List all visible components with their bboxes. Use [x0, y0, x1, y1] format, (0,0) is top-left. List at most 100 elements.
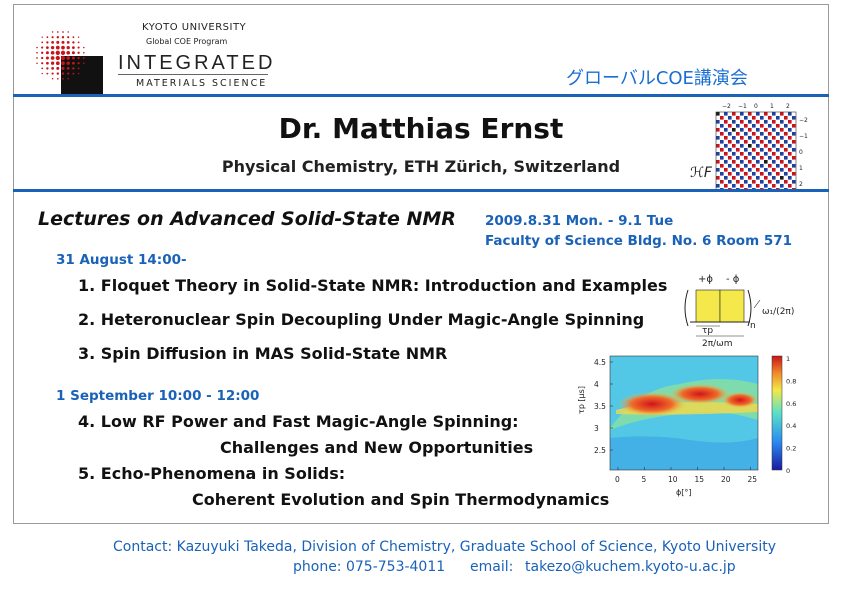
matrix-cell [756, 112, 760, 116]
matrix-cell [788, 148, 792, 152]
matrix-cell [792, 184, 796, 188]
matrix-cell [784, 112, 788, 116]
matrix-cell [756, 132, 760, 136]
logo-dot [67, 31, 69, 33]
logo-dot [51, 31, 54, 33]
matrix-cell [728, 128, 732, 132]
matrix-cell [728, 160, 732, 164]
matrix-cell [748, 124, 752, 128]
matrix-cell [772, 148, 776, 152]
matrix-cell [720, 160, 724, 164]
logo-dot [67, 72, 70, 75]
cbar-tick-label: 0.2 [786, 445, 796, 453]
matrix-cell [720, 156, 724, 160]
matrix-cell [776, 112, 780, 116]
matrix-cell [744, 168, 748, 172]
matrix-cell [780, 120, 784, 124]
y-tick-label: 4 [594, 380, 599, 389]
matrix-cell [752, 148, 756, 152]
matrix-cell [716, 148, 720, 152]
matrix-cell [740, 156, 744, 160]
matrix-cell [768, 132, 772, 136]
matrix-cell [744, 128, 748, 132]
matrix-cell [716, 172, 720, 176]
matrix-cell [728, 172, 732, 176]
matrix-cell [784, 168, 788, 172]
matrix-cell [748, 128, 752, 132]
matrix-cell [728, 152, 732, 156]
logo-line1: INTEGRATED [118, 52, 276, 74]
matrix-cell [740, 120, 744, 124]
matrix-cell [744, 140, 748, 144]
matrix-cell [772, 156, 776, 160]
logo-dot [50, 45, 55, 50]
matrix-cell [788, 152, 792, 156]
matrix-cell [740, 172, 744, 176]
contact-email[interactable]: takezo@kuchem.kyoto-u.ac.jp [525, 559, 736, 575]
matrix-cell [724, 156, 728, 160]
matrix-cell [752, 160, 756, 164]
matrix-cell [788, 124, 792, 128]
matrix-cell [764, 172, 768, 176]
matrix-cell [764, 136, 768, 140]
matrix-cell [772, 176, 776, 180]
logo-dot [41, 62, 44, 65]
spin-decoupling-heatmap: 4.5 4 3.5 3 2.5 0 5 10 15 20 25 1 0.8 0.6 0.4 0.2 0 τp… [577, 355, 796, 497]
matrix-cell [724, 124, 728, 128]
matrix-cell [784, 132, 788, 136]
matrix-cell [756, 168, 760, 172]
matrix-cell [792, 152, 796, 156]
matrix-cell [724, 160, 728, 164]
matrix-cell [788, 168, 792, 172]
matrix-cell [752, 136, 756, 140]
matrix-cell [780, 112, 784, 116]
matrix-cell [772, 136, 776, 140]
matrix-cell [716, 176, 720, 180]
logo-dot [51, 41, 54, 44]
logo-dot [41, 36, 43, 38]
matrix-cell [736, 152, 740, 156]
matrix-cell [788, 128, 792, 132]
logo-dot [66, 67, 70, 70]
matrix-cell [768, 116, 772, 120]
logo-dot [55, 55, 60, 61]
matrix-cell [784, 184, 788, 188]
matrix-cell [768, 172, 772, 176]
matrix-cell [740, 132, 744, 136]
matrix-cell [724, 176, 728, 180]
contact-line: Contact: Kazuyuki Takeda, Division of Ch… [113, 539, 777, 555]
logo-dot [41, 41, 44, 44]
logo-dot [62, 31, 64, 33]
matrix-col-label: 0 [754, 103, 758, 110]
matrix-cell [768, 144, 772, 148]
matrix-cell [724, 136, 728, 140]
matrix-cell [736, 164, 740, 168]
matrix-cell [720, 180, 724, 184]
matrix-cell [716, 112, 720, 116]
y-tick-label: 3.5 [594, 402, 606, 411]
matrix-cell [724, 180, 728, 184]
logo-dot [66, 50, 71, 55]
matrix-cell [728, 136, 732, 140]
matrix-cell [744, 152, 748, 156]
matrix-cell [748, 156, 752, 160]
matrix-cell [768, 152, 772, 156]
matrix-cell [716, 140, 720, 144]
matrix-cell [792, 148, 796, 152]
matrix-cell [792, 144, 796, 148]
x-tick-label: 5 [642, 475, 647, 484]
matrix-cell [748, 116, 752, 120]
matrix-cell [748, 176, 752, 180]
matrix-cell [756, 180, 760, 184]
matrix-cell [736, 184, 740, 188]
matrix-cell [748, 140, 752, 144]
matrix-cell [716, 132, 720, 136]
matrix-cell [728, 132, 732, 136]
matrix-cell [724, 116, 728, 120]
logo-dot [55, 45, 60, 50]
matrix-cell [788, 116, 792, 120]
matrix-cell [760, 168, 764, 172]
matrix-cell [776, 116, 780, 120]
logo-dot [45, 56, 49, 60]
matrix-cell [748, 120, 752, 124]
